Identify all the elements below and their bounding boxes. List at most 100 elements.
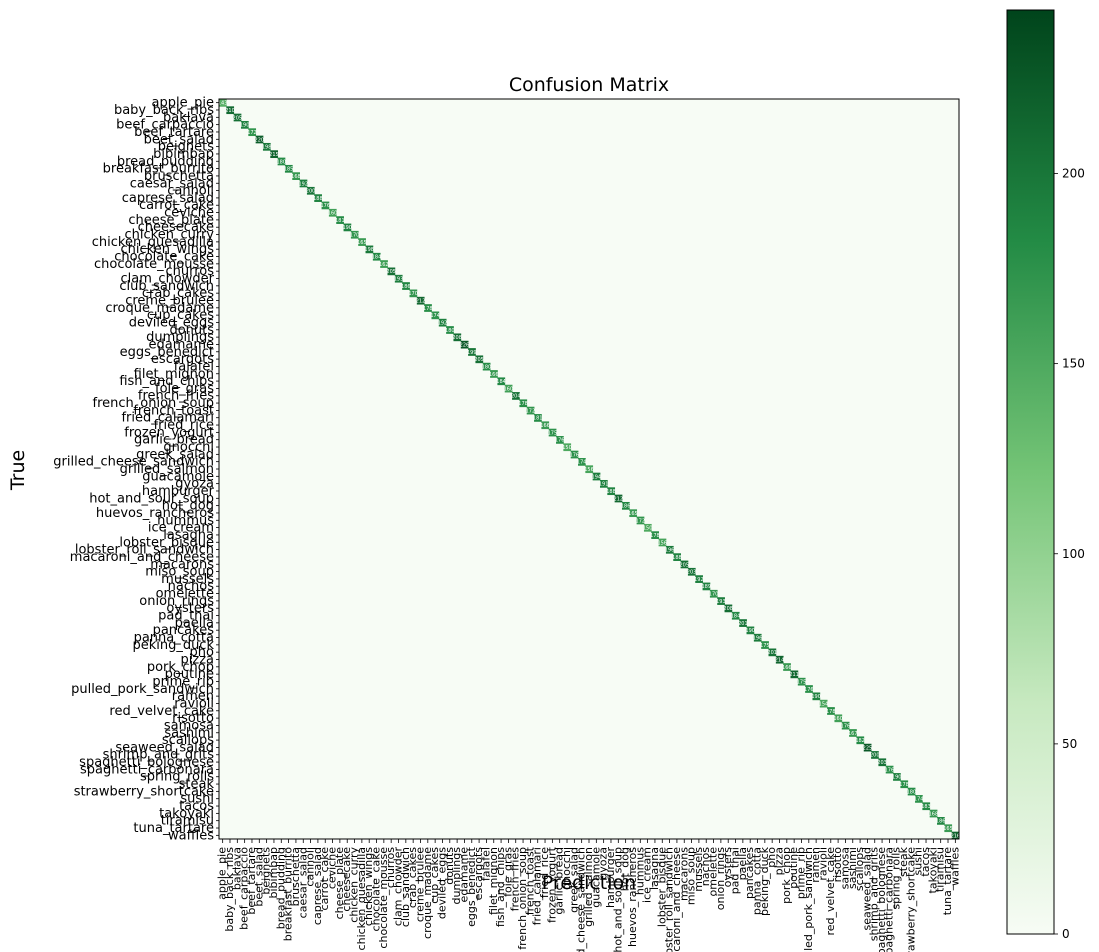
heatmap-cell-poutine <box>790 670 799 679</box>
cell-value-pizza: 214 <box>775 658 785 664</box>
cell-value-panna_cotta: 196 <box>753 636 763 642</box>
cell-value-caesar_salad: 192 <box>298 181 308 187</box>
x-tick-label-foie_gras: foie_gras <box>501 847 514 897</box>
heatmap-cell-beef_carpaccio <box>240 120 249 129</box>
y-tick-label-cheese_plate: cheese_plate <box>128 213 214 228</box>
y-tick-label-cheesecake: cheesecake <box>138 220 214 235</box>
y-tick-label-spaghetti_carbonara: spaghetti_carbonara <box>80 762 214 777</box>
y-tick-label-eggs_benedict: eggs_benedict <box>120 345 214 360</box>
cell-value-grilled_cheese_sandwich: 174 <box>577 460 587 466</box>
cell-value-cheesecake: 190 <box>342 225 352 231</box>
x-tick-label-ice_cream: ice_cream <box>641 847 654 903</box>
x-tick-label-pad_thai: pad_thai <box>729 847 742 894</box>
heatmap-cell-peking_duck <box>761 641 769 649</box>
y-tick-label-chocolate_mousse: chocolate_mousse <box>94 257 214 272</box>
x-tick-label-cannoli: cannoli <box>304 847 317 887</box>
cell-value-filet_mignon: 166 <box>489 372 499 378</box>
y-tick-label-pulled_pork_sandwich: pulled_pork_sandwich <box>71 682 214 697</box>
cell-value-apple_pie: 143 <box>218 101 228 107</box>
x-tick-label-grilled_salmon: grilled_salmon <box>582 847 595 927</box>
heatmap-cell-escargots <box>475 355 484 364</box>
y-tick-label-churros: churros <box>165 264 214 279</box>
heatmap-cell-pho <box>768 648 777 657</box>
y-tick-label-pancakes: pancakes <box>153 623 215 638</box>
x-tick-label-spaghetti_carbonara: spaghetti_carbonara <box>882 847 895 952</box>
cell-value-sushi: 174 <box>914 797 924 803</box>
heatmap-cell-strawberry_shortcake <box>907 787 916 796</box>
heatmap-cell-breakfast_burrito <box>284 164 293 173</box>
heatmap-cell-donuts <box>446 326 454 334</box>
x-tick-label-garlic_bread: garlic_bread <box>553 847 566 915</box>
y-tick-label-hot_and_sour_soup: hot_and_sour_soup <box>89 491 214 506</box>
x-tick-label-escargots: escargots <box>472 847 485 901</box>
heatmap-cell-apple_pie <box>219 99 227 107</box>
heatmap-cell-pancakes <box>746 626 755 635</box>
x-tick-label-falafel: falafel <box>479 847 492 881</box>
heatmap-cell-tuna_tartare <box>944 824 953 833</box>
heatmap-cell-pork_chop <box>783 663 791 671</box>
heatmap-cell-takoyaki <box>929 809 938 818</box>
x-tick-label-huevos_rancheros: huevos_rancheros <box>626 847 639 947</box>
x-tick-label-french_fries: french_fries <box>509 847 522 912</box>
y-tick-label-greek_salad: greek_salad <box>136 447 214 462</box>
y-tick-label-pad_thai: pad_thai <box>158 609 214 624</box>
cell-value-eggs_benedict: 199 <box>467 350 477 356</box>
y-tick-label-fried_calamari: fried_calamari <box>121 411 214 426</box>
cell-value-fried_rice: 166 <box>540 423 550 429</box>
y-tick-label-edamame: edamame <box>148 337 214 352</box>
heatmap-cell-falafel <box>482 362 491 371</box>
cell-value-chocolate_cake: 184 <box>372 255 382 261</box>
heatmap-cell-frozen_yogurt <box>548 428 557 437</box>
colorbar <box>1006 9 1055 935</box>
heatmap-cell-omelette <box>709 589 718 598</box>
cell-value-spaghetti_carbonara: 176 <box>885 767 895 773</box>
x-tick-label-onion_rings: onion_rings <box>714 847 727 910</box>
y-tick-label-cup_cakes: cup_cakes <box>147 308 214 323</box>
heatmap-cell-ravioli <box>819 699 828 708</box>
cell-value-lobster_bisque: 156 <box>657 540 667 546</box>
heatmap-cell-garlic_bread <box>556 436 564 444</box>
heatmap-cell-ice_cream <box>643 523 652 532</box>
x-axis-title: Prediction <box>542 872 636 894</box>
x-tick-label-guacamole: guacamole <box>589 847 602 908</box>
colorbar-ticks: 0 50 100 150 200 <box>1054 167 1085 941</box>
y-tick-label-chicken_quesadilla: chicken_quesadilla <box>92 235 214 250</box>
cell-value-scallops: 182 <box>855 738 865 744</box>
cell-value-spaghetti_bolognese: 203 <box>877 760 887 766</box>
cell-value-fish_and_chips: 184 <box>496 379 506 385</box>
heatmap-cells: 1432102051901722201982151801851681922001… <box>218 99 960 840</box>
y-tick-label-miso_soup: miso_soup <box>145 565 214 580</box>
x-tick-label-peking_duck: peking_duck <box>758 846 771 916</box>
x-tick-label-baby_back_ribs: baby_back_ribs <box>223 847 236 932</box>
x-tick-label-baklava: baklava <box>230 847 243 890</box>
heatmap-cell-hummus <box>636 516 645 525</box>
cell-value-strawberry_shortcake: 180 <box>907 789 917 795</box>
heatmap-cell-sashimi <box>849 729 857 737</box>
x-tick-label-hot_dog: hot_dog <box>619 847 632 891</box>
heatmap-cell-eggs_benedict <box>468 348 476 356</box>
heatmap-cell-bruschetta <box>292 172 300 180</box>
x-tick-label-cup_cakes: cup_cakes <box>428 847 441 904</box>
x-tick-label-beef_carpaccio: beef_carpaccio <box>238 847 251 930</box>
heatmap-cell-chicken_wings <box>365 245 374 254</box>
heatmap-cell-french_toast <box>526 406 535 415</box>
x-tick-label-chocolate_mousse: chocolate_mousse <box>377 847 390 949</box>
y-tick-label-baklava: baklava <box>163 110 214 125</box>
y-tick-label-hot_dog: hot_dog <box>162 499 214 514</box>
y-tick-label-lobster_roll_sandwich: lobster_roll_sandwich <box>75 543 214 558</box>
x-tick-label-steak: steak <box>897 846 910 877</box>
cell-value-takoyaki: 168 <box>929 811 939 817</box>
heatmap-cell-gyoza <box>599 479 608 488</box>
x-tick-label-dumplings: dumplings <box>450 847 463 905</box>
y-tick-label-waffles: waffles <box>168 828 214 843</box>
y-tick-label-omelette: omelette <box>156 587 214 602</box>
x-tick-label-apple_pie: apple_pie <box>216 847 229 900</box>
heatmap-cell-shrimp_and_grits <box>871 751 879 759</box>
y-tick-label-deviled_eggs: deviled_eggs <box>129 315 214 330</box>
y-tick-label-beef_carpaccio: beef_carpaccio <box>116 118 214 133</box>
x-tick-label-spring_rolls: spring_rolls <box>890 847 903 910</box>
cell-value-samosa: 176 <box>841 723 851 729</box>
y-tick-label-oysters: oysters <box>166 601 214 616</box>
x-tick-label-beef_tartare: beef_tartare <box>245 847 258 915</box>
heatmap-cell-sushi <box>915 795 923 803</box>
